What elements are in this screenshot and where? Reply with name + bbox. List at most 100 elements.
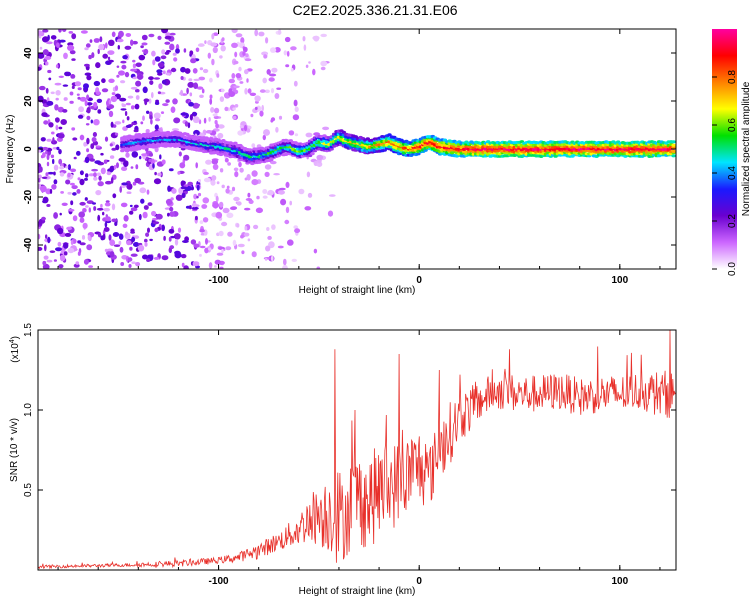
spectrogram-noise-cell (219, 266, 224, 269)
colorbar-gradient (712, 29, 737, 269)
spectrogram-noise-cell (212, 163, 219, 170)
y-tick-label: 0 (23, 146, 34, 152)
spectrogram-noise-cell (38, 66, 42, 71)
spectrogram-noise-cell (264, 171, 270, 177)
spectrogram-noise-cell (120, 202, 128, 208)
spectrogram-noise-cell (66, 226, 72, 231)
spectrogram-noise-cell (184, 68, 191, 74)
spectrogram-noise-cell (124, 111, 128, 116)
spectrogram-noise-cell (38, 246, 43, 251)
spectrogram-noise-cell (208, 262, 213, 269)
spectrogram-noise-cell (218, 230, 224, 237)
spectrogram-noise-cell (88, 54, 92, 60)
spectrogram-noise-cell (64, 232, 72, 237)
spectrogram-noise-cell (130, 86, 138, 90)
spectrogram-noise-cell (178, 151, 182, 157)
spectrogram-noise-cell (152, 59, 156, 66)
spectrogram-noise-cell (69, 100, 74, 104)
spectrogram-noise-cell (230, 206, 238, 210)
spectrogram-noise-cell (146, 110, 150, 115)
spectrogram-noise-cell (216, 73, 220, 78)
spectrogram-noise-cell (55, 64, 59, 68)
spectrogram-noise-cell (77, 177, 81, 181)
spectrogram-noise-cell (47, 171, 55, 175)
spectrogram-noise-cell (259, 89, 266, 93)
spectrogram-noise-cell (244, 58, 252, 62)
spectrogram-noise-cell (217, 124, 225, 129)
spectrogram-noise-cell (77, 114, 84, 119)
spectrogram-noise-cell (191, 202, 197, 208)
spectrogram-noise-cell (237, 243, 245, 248)
spectrogram-noise-cell (128, 184, 133, 190)
spectrogram-noise-cell (190, 58, 197, 64)
spectrogram-noise-cell (262, 195, 268, 199)
spectrogram-ridge (120, 129, 676, 166)
spectrogram-noise-cell (115, 144, 120, 151)
spectrogram-noise-cell (162, 70, 166, 75)
spectrogram-noise-cell (164, 207, 171, 210)
spectrogram-noise-cell (322, 126, 330, 131)
spectrogram-noise-cell (95, 62, 101, 69)
spectrogram-panel: -100 0 100 -40 -20 0 20 40 Height of straight … (5, 28, 677, 296)
spectrogram-noise-cell (285, 64, 290, 68)
spectrogram-noise-cell (124, 45, 132, 50)
spectrogram-noise-cell (202, 217, 209, 223)
spectrogram-noise-cell (167, 185, 171, 192)
spectrogram-noise-cell (82, 208, 87, 213)
spectrogram-noise-cell (284, 219, 290, 225)
y-tick-label: 20 (23, 95, 34, 107)
spectrogram-noise-cell (131, 261, 136, 265)
spectrogram-noise-cell (91, 168, 98, 172)
spectrogram-noise-cell (104, 136, 109, 142)
spectrogram-noise-cell (63, 251, 68, 256)
colorbar-tick-label: 0.8 (727, 70, 738, 84)
spectrogram-noise-cell (55, 117, 60, 123)
spectrogram-noise-cell (84, 177, 88, 181)
spectrogram-noise-cell (294, 133, 299, 137)
spectrogram-noise-cell (118, 240, 122, 246)
spectrogram-noise-cell (154, 227, 159, 233)
spectrogram-noise-cell (129, 204, 133, 208)
spectrogram-noise-cell (231, 186, 236, 192)
spectrogram-noise-cell (273, 173, 280, 176)
spectrogram-noise-cell (169, 211, 175, 217)
spectrogram-noise-cell (144, 238, 148, 243)
spectrogram-noise-cell (135, 62, 142, 68)
spectrogram-noise-cell (78, 211, 85, 218)
spectrogram-noise-cell (80, 30, 88, 34)
spectrogram-noise-cell (175, 194, 183, 201)
spectrogram-noise-cell (270, 47, 277, 53)
spectrogram-noise-cell (211, 175, 217, 181)
spectrogram-noise-cell (220, 88, 225, 93)
spectrogram-noise-cell (63, 97, 68, 101)
spectrogram-noise-cell (116, 162, 119, 169)
spectrogram-noise-cell (227, 231, 233, 237)
spectrogram-noise-cell (38, 166, 43, 173)
spectrogram-noise-cell (161, 79, 167, 85)
spectrogram-noise-cell (100, 167, 106, 175)
spectrogram-noise-cell (82, 222, 88, 229)
spectrogram-noise-cell (233, 167, 239, 172)
spectrogram-noise-cell (67, 191, 72, 195)
spectrogram-noise-cell (108, 99, 112, 105)
spectrogram-noise-cell (188, 102, 195, 107)
spectrogram-noise-cell (76, 189, 81, 194)
spectrogram-noise-cell (84, 72, 92, 76)
spectrogram-noise-cell (236, 223, 240, 228)
spectrogram-noise-cell (59, 254, 66, 262)
spectrogram-noise-cell (261, 104, 265, 112)
spectrogram-noise-cell (181, 262, 185, 268)
spectrogram-noise-cell (153, 256, 160, 260)
spectrogram-noise-cell (239, 81, 244, 84)
spectrogram-noise-cell (241, 250, 245, 255)
spectrogram-x-axis: -100 0 100 (57, 29, 661, 286)
spectrogram-noise-cell (59, 165, 65, 170)
spectrogram-noise-cell (211, 33, 215, 40)
spectrogram-noise-cell (151, 50, 156, 57)
spectrogram-noise-cell (307, 192, 313, 198)
spectrogram-noise-cell (120, 80, 126, 84)
spectrogram-noise-cell (85, 205, 89, 208)
spectrogram-noise-cell (121, 103, 124, 106)
spectrogram-noise-cell (57, 227, 64, 235)
spectrogram-noise-cell (89, 158, 95, 162)
